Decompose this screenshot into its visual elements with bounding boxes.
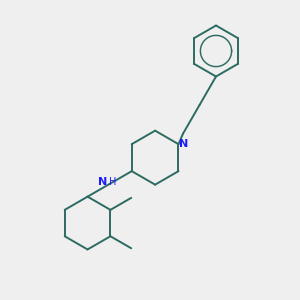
Text: N: N bbox=[179, 139, 188, 149]
Text: N: N bbox=[98, 176, 108, 187]
Text: H: H bbox=[109, 176, 116, 187]
